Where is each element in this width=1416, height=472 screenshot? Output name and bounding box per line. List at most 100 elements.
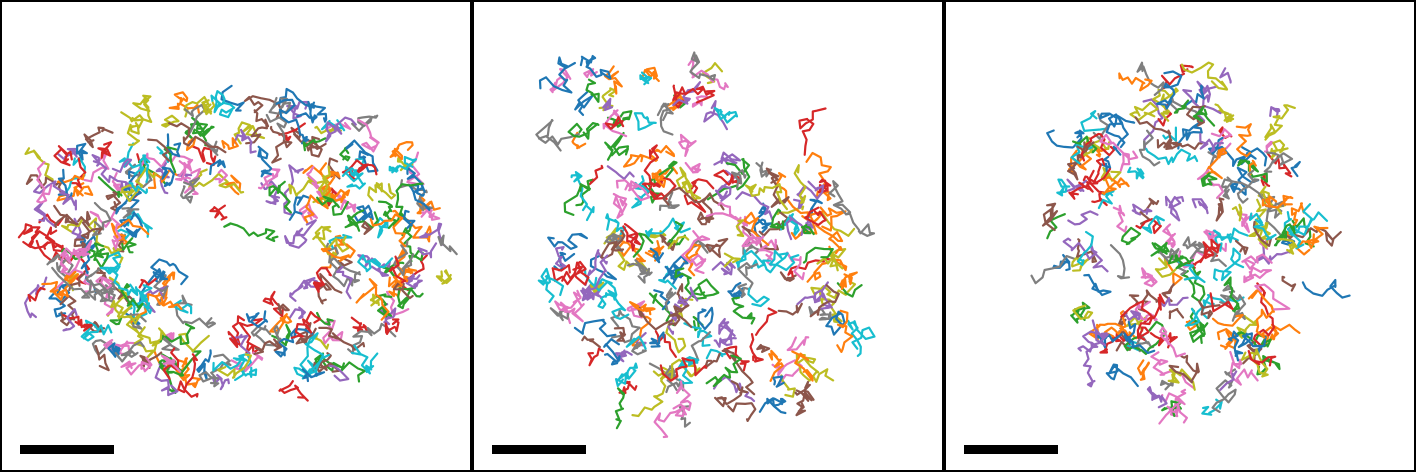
trajectory-track	[250, 323, 272, 337]
trajectory-track	[1172, 254, 1206, 303]
trajectory-track	[1237, 159, 1268, 183]
trajectory-track	[80, 319, 113, 342]
trajectory-track	[150, 258, 189, 286]
trajectory-track	[604, 132, 630, 161]
trajectory-track	[17, 223, 49, 250]
trajectory-track	[233, 121, 266, 145]
trajectory-track	[214, 168, 228, 184]
trajectory-track	[737, 262, 759, 298]
trajectory-track	[587, 347, 604, 367]
trajectory-track	[262, 290, 285, 318]
trajectory-track	[36, 160, 53, 204]
trajectory-track	[1234, 239, 1249, 255]
trajectory-track	[793, 180, 825, 209]
trajectory-track	[376, 216, 391, 239]
trajectory-track	[159, 323, 196, 346]
trajectory-track	[1213, 247, 1245, 282]
trajectory-track	[1109, 244, 1131, 280]
scale-bar-2	[492, 445, 586, 454]
trajectory-track	[1199, 238, 1221, 264]
trajectory-track	[22, 230, 56, 250]
trajectory-track	[335, 266, 353, 300]
trajectory-track	[75, 142, 88, 161]
trajectory-track	[786, 251, 805, 281]
trajectory-track	[397, 286, 424, 310]
trajectory-track	[713, 375, 756, 403]
trajectory-track	[177, 353, 199, 398]
trajectory-track	[851, 320, 876, 350]
trajectory-track	[713, 107, 739, 124]
trajectory-track	[762, 249, 800, 274]
trajectory-track	[120, 283, 144, 313]
trajectory-track	[1166, 388, 1188, 424]
trajectory-track	[175, 294, 216, 329]
trajectory-track	[1229, 350, 1259, 386]
trajectory-track	[1290, 160, 1301, 178]
trajectory-track	[659, 234, 676, 251]
trajectory-track	[129, 283, 153, 309]
trajectory-track	[828, 180, 848, 216]
trajectory-track	[603, 227, 651, 274]
trajectory-track	[73, 238, 87, 253]
trajectory-track	[1135, 218, 1162, 235]
trajectory-track	[622, 223, 642, 252]
trajectory-track	[1191, 198, 1209, 215]
trajectory-track	[1214, 103, 1235, 123]
trajectory-track	[176, 357, 191, 382]
trajectory-track	[735, 219, 745, 238]
trajectory-track	[166, 133, 182, 158]
trajectory-track	[689, 258, 707, 274]
trajectory-track	[1264, 104, 1296, 141]
trajectory-track	[1091, 319, 1108, 339]
trajectory-track	[1094, 157, 1112, 185]
trajectory-track	[629, 301, 652, 316]
trajectory-track	[361, 221, 373, 235]
trajectory-track	[110, 300, 141, 325]
trajectory-track	[1099, 133, 1139, 172]
trajectory-track	[554, 289, 582, 313]
trajectory-track	[672, 380, 692, 412]
trajectory-track	[386, 290, 410, 317]
trajectory-track	[155, 162, 170, 195]
trajectory-track	[563, 183, 583, 216]
trajectory-track	[771, 359, 803, 384]
trajectory-track	[1046, 213, 1066, 240]
trajectory-track	[56, 173, 85, 184]
trajectory-track	[1254, 283, 1291, 311]
trajectory-track	[668, 305, 693, 329]
trajectory-track	[768, 349, 784, 382]
trajectory-track	[1118, 72, 1153, 92]
trajectory-track	[184, 103, 209, 134]
trajectory-track	[802, 246, 834, 264]
trajectory-track	[1162, 223, 1176, 249]
trajectory-track	[667, 255, 689, 281]
trajectory-track	[755, 307, 778, 336]
trajectory-track	[1248, 212, 1277, 241]
trajectory-track	[547, 232, 588, 250]
trajectory-track	[711, 260, 736, 276]
trajectory-track	[589, 254, 617, 281]
trajectory-track	[806, 245, 848, 283]
trajectory-track	[1269, 106, 1281, 119]
trajectory-track	[555, 246, 567, 268]
panel-2	[472, 0, 944, 472]
trajectory-track	[772, 375, 785, 388]
trajectory-track	[1076, 230, 1094, 266]
trajectory-track	[163, 146, 178, 174]
trajectory-track	[615, 362, 638, 388]
trajectory-track	[583, 68, 598, 79]
trajectory-track	[416, 195, 441, 215]
trajectory-track	[612, 192, 628, 219]
trajectory-track	[575, 178, 593, 207]
trajectory-track	[631, 303, 656, 347]
trajectory-track	[384, 318, 400, 335]
trajectory-track	[714, 169, 736, 202]
trajectory-track	[672, 81, 702, 107]
trajectory-track	[613, 326, 627, 342]
trajectory-track	[574, 91, 594, 116]
trajectory-track	[1180, 61, 1229, 91]
trajectory-track	[1247, 349, 1277, 367]
trajectory-track	[402, 266, 414, 283]
trajectory-track	[1161, 283, 1175, 303]
trajectory-track	[766, 397, 787, 415]
